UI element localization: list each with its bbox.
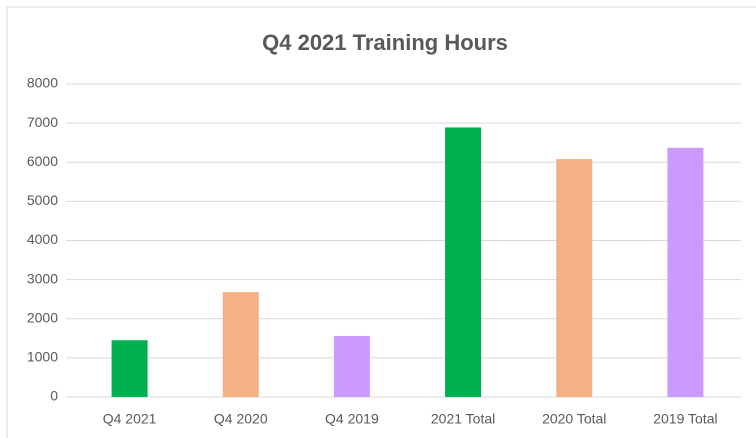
bar (111, 340, 148, 397)
x-tick-label: 2021 Total (431, 411, 495, 427)
x-tick-label: 2020 Total (542, 411, 606, 427)
x-tick-label: Q4 2020 (214, 411, 268, 427)
y-tick-label: 5000 (27, 192, 58, 208)
y-tick-label: 0 (50, 388, 58, 404)
y-tick-label: 7000 (27, 114, 58, 130)
bar (333, 335, 370, 397)
y-tick-label: 1000 (27, 349, 58, 365)
bar (667, 147, 704, 397)
bar (222, 292, 259, 397)
x-tick-label: Q4 2021 (103, 411, 157, 427)
y-tick-label: 6000 (27, 153, 58, 169)
y-tick-label: 4000 (27, 231, 58, 247)
y-tick-label: 3000 (27, 270, 58, 286)
chart-title: Q4 2021 Training Hours (262, 30, 508, 55)
y-tick-label: 8000 (27, 75, 58, 91)
x-tick-label: 2019 Total (653, 411, 717, 427)
bar (445, 127, 482, 398)
bar (556, 159, 593, 397)
x-tick-label: Q4 2019 (325, 411, 379, 427)
y-tick-label: 2000 (27, 309, 58, 325)
